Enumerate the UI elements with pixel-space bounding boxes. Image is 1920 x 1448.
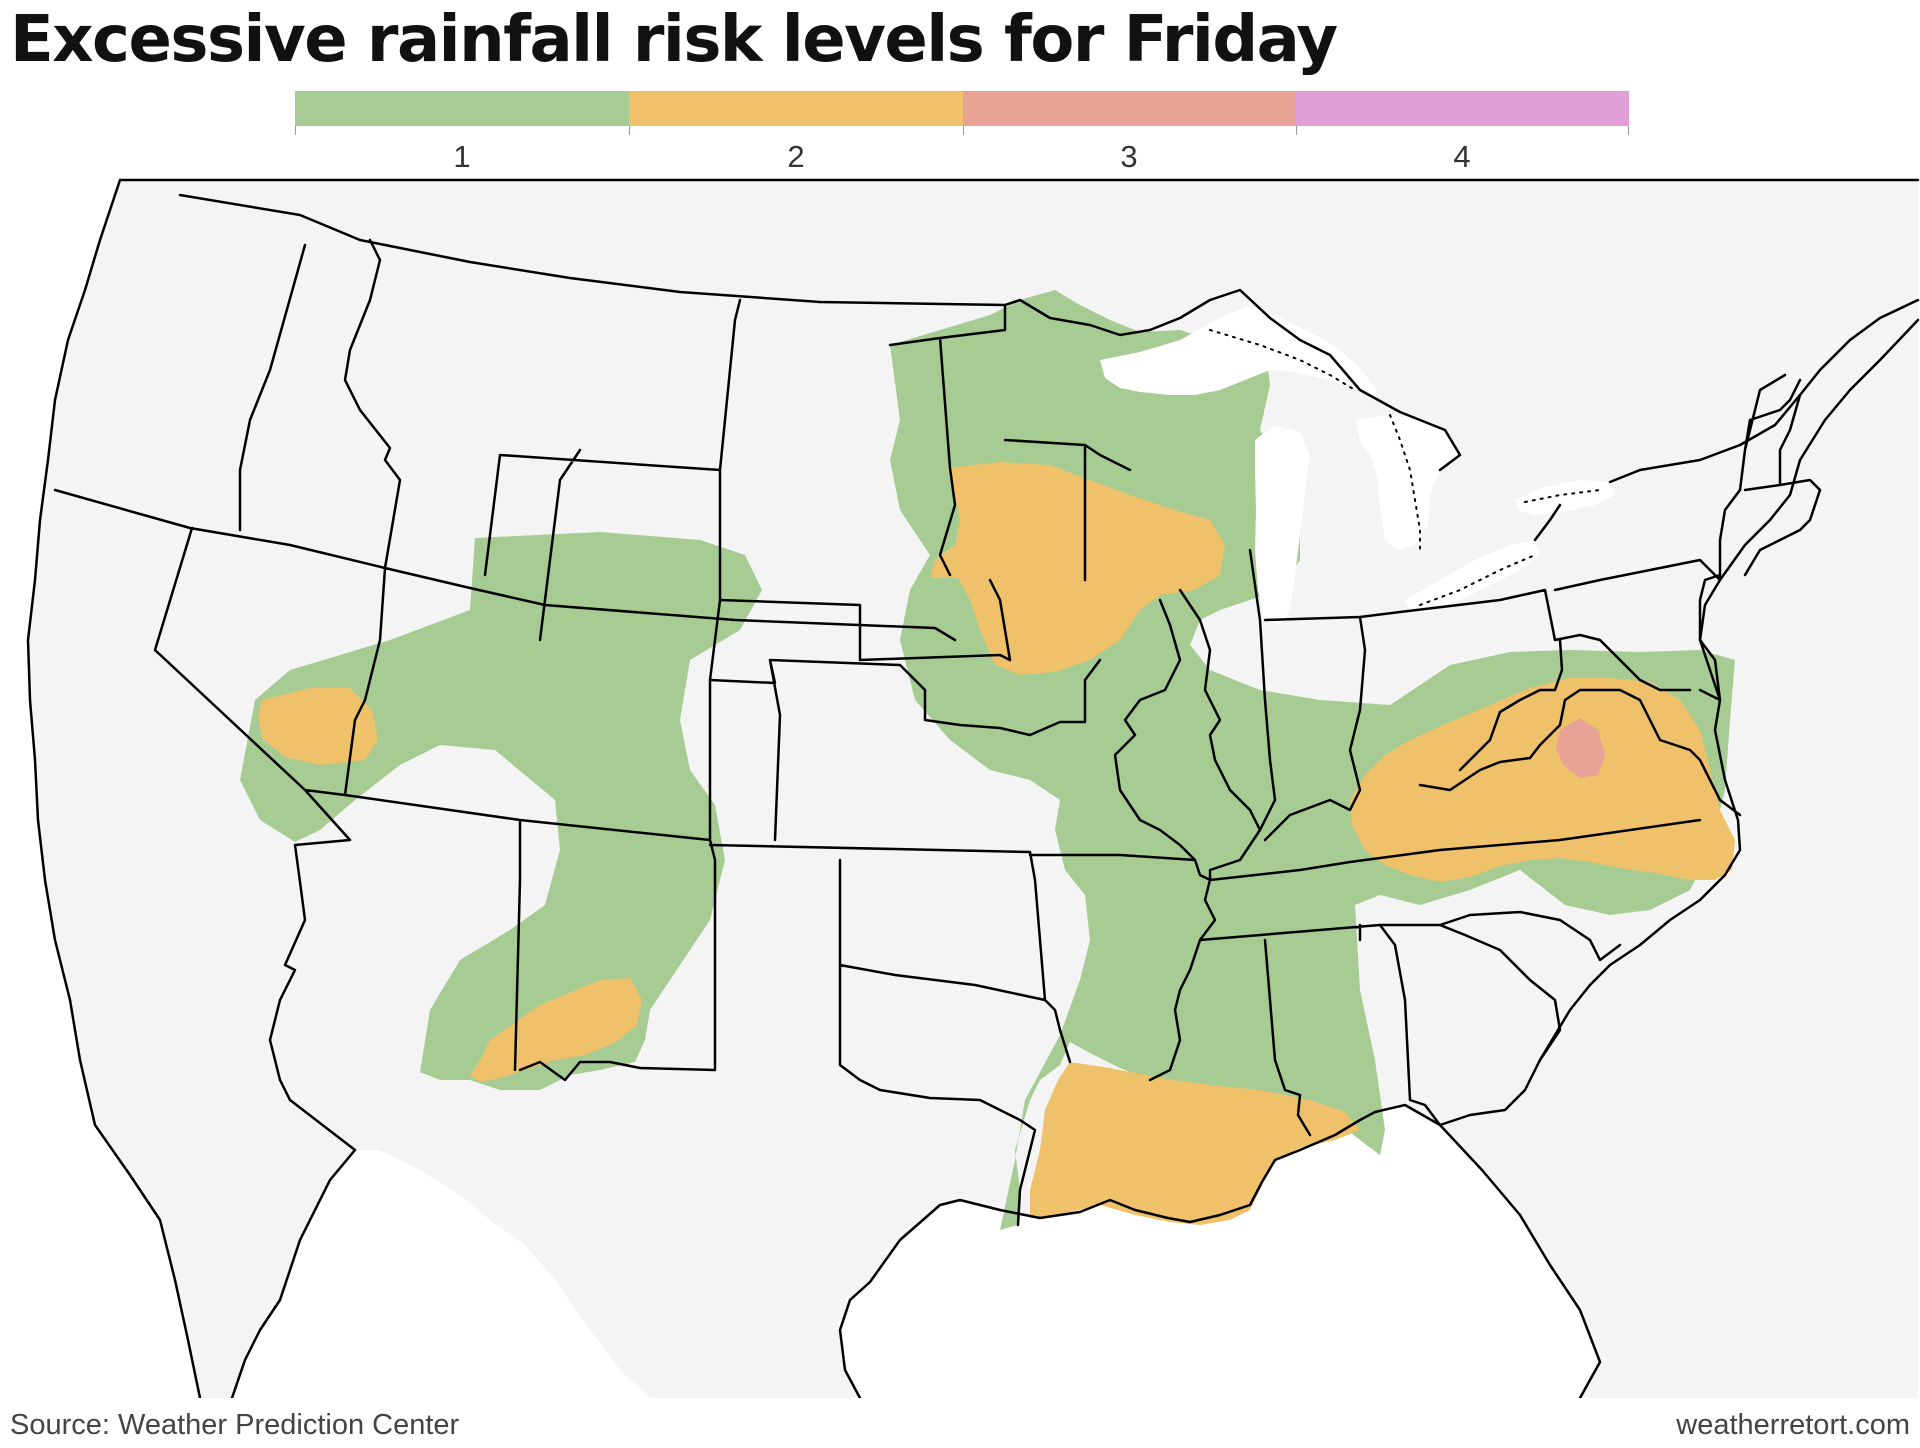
lake-huron bbox=[1355, 415, 1460, 550]
state-lines-west bbox=[53, 238, 1062, 1227]
source-caption: Source: Weather Prediction Center bbox=[10, 1409, 460, 1441]
legend-swatch-4 bbox=[1296, 91, 1629, 126]
legend-label-2: 2 bbox=[787, 139, 805, 174]
us-rainfall-map bbox=[26, 178, 1920, 1398]
risk-area-level-3-virginia bbox=[1556, 718, 1605, 778]
legend-tick bbox=[1296, 126, 1297, 135]
state-borders bbox=[26, 178, 1920, 1398]
legend-swatch-3 bbox=[963, 91, 1296, 126]
legend-label-1: 1 bbox=[453, 139, 471, 174]
lake-huron-border bbox=[1389, 414, 1421, 551]
legend-tick bbox=[629, 126, 630, 135]
us-land bbox=[28, 180, 1918, 1398]
lake-superior bbox=[1100, 305, 1380, 395]
risk-area-level-1-west bbox=[240, 532, 762, 1090]
risk-area-level-2-mid-atlantic bbox=[1350, 678, 1735, 882]
credit-caption: weatherretort.com bbox=[1676, 1409, 1910, 1441]
legend-tick bbox=[295, 126, 296, 135]
lake-michigan bbox=[1255, 425, 1310, 625]
lake-superior-border bbox=[1209, 329, 1356, 391]
land bbox=[28, 180, 1918, 1398]
risk-area-level-2-nevada bbox=[258, 688, 378, 765]
state-lines-central bbox=[888, 303, 1702, 1137]
legend-label-4: 4 bbox=[1453, 139, 1471, 174]
lake-erie bbox=[1405, 540, 1540, 612]
page-title: Excessive rainfall risk levels for Frida… bbox=[10, 3, 1338, 77]
risk-legend: 1 2 3 4 bbox=[295, 91, 1629, 181]
legend-swatch-2 bbox=[629, 91, 963, 126]
legend-tick bbox=[963, 126, 964, 135]
water-bodies bbox=[1100, 305, 1615, 625]
state-lines-east bbox=[1418, 373, 1822, 817]
canada-border bbox=[178, 193, 1920, 542]
legend-swatch-1 bbox=[295, 91, 629, 126]
legend-tick bbox=[1628, 126, 1629, 135]
legend-label-3: 3 bbox=[1120, 139, 1138, 174]
risk-area-level-2-gulf-coast bbox=[1030, 1062, 1360, 1225]
us-outline bbox=[26, 178, 1920, 1398]
risk-area-level-2-new-mexico bbox=[470, 978, 642, 1082]
lake-erie-border bbox=[1419, 554, 1536, 606]
water-borders bbox=[1209, 329, 1601, 606]
lake-ontario bbox=[1515, 480, 1615, 515]
risk-areas bbox=[240, 290, 1735, 1230]
